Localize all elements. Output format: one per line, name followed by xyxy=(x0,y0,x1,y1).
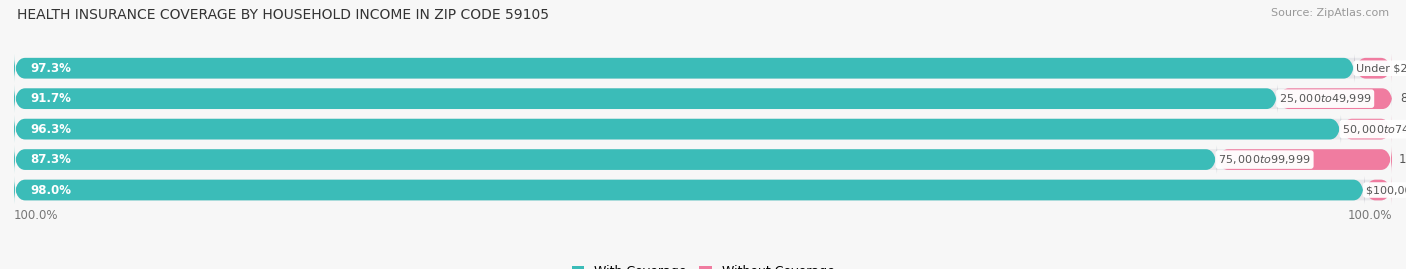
Text: $75,000 to $99,999: $75,000 to $99,999 xyxy=(1219,153,1310,166)
FancyBboxPatch shape xyxy=(14,85,1392,113)
FancyBboxPatch shape xyxy=(14,176,1364,204)
Text: 100.0%: 100.0% xyxy=(1347,209,1392,222)
Text: $50,000 to $74,999: $50,000 to $74,999 xyxy=(1343,123,1406,136)
Text: Source: ZipAtlas.com: Source: ZipAtlas.com xyxy=(1271,8,1389,18)
Text: $100,000 and over: $100,000 and over xyxy=(1365,185,1406,195)
Text: 91.7%: 91.7% xyxy=(31,92,72,105)
FancyBboxPatch shape xyxy=(14,146,1392,174)
Text: HEALTH INSURANCE COVERAGE BY HOUSEHOLD INCOME IN ZIP CODE 59105: HEALTH INSURANCE COVERAGE BY HOUSEHOLD I… xyxy=(17,8,548,22)
Text: 12.7%: 12.7% xyxy=(1399,153,1406,166)
Text: 96.3%: 96.3% xyxy=(31,123,72,136)
FancyBboxPatch shape xyxy=(1364,176,1392,204)
Text: 98.0%: 98.0% xyxy=(31,183,72,197)
Text: 100.0%: 100.0% xyxy=(14,209,59,222)
Text: 2.7%: 2.7% xyxy=(1399,62,1406,75)
Text: 87.3%: 87.3% xyxy=(31,153,72,166)
FancyBboxPatch shape xyxy=(14,146,1218,174)
FancyBboxPatch shape xyxy=(14,54,1355,82)
Text: 3.7%: 3.7% xyxy=(1399,123,1406,136)
FancyBboxPatch shape xyxy=(14,115,1341,143)
FancyBboxPatch shape xyxy=(14,85,1278,113)
FancyBboxPatch shape xyxy=(1218,146,1392,174)
FancyBboxPatch shape xyxy=(1355,54,1392,82)
Text: $25,000 to $49,999: $25,000 to $49,999 xyxy=(1279,92,1371,105)
Text: Under $25,000: Under $25,000 xyxy=(1357,63,1406,73)
Text: 97.3%: 97.3% xyxy=(31,62,72,75)
FancyBboxPatch shape xyxy=(14,176,1392,204)
FancyBboxPatch shape xyxy=(14,115,1392,143)
Text: 2.0%: 2.0% xyxy=(1399,183,1406,197)
Legend: With Coverage, Without Coverage: With Coverage, Without Coverage xyxy=(572,265,834,269)
FancyBboxPatch shape xyxy=(14,54,1392,82)
Text: 8.4%: 8.4% xyxy=(1400,92,1406,105)
FancyBboxPatch shape xyxy=(1278,85,1393,113)
FancyBboxPatch shape xyxy=(1341,115,1392,143)
